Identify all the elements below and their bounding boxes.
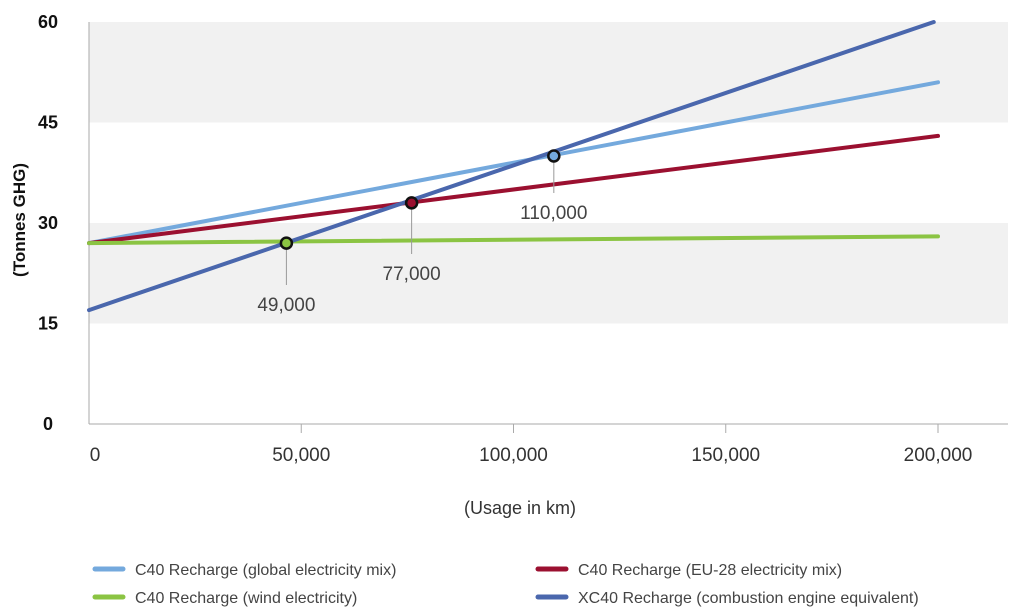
legend-label: C40 Recharge (wind electricity)	[135, 590, 357, 607]
x-tick-label: 100,000	[479, 445, 548, 466]
annotations: 49,000 77,000 110,000	[257, 149, 587, 316]
legend-label: C40 Recharge (global electricity mix)	[135, 562, 396, 579]
y-axis-label: (Tonnes GHG)	[10, 163, 29, 277]
axes	[88, 22, 1008, 425]
annotation-label: 110,000	[520, 203, 587, 224]
legend-label: XC40 Recharge (combustion engine equival…	[578, 590, 919, 607]
annotation-label: 77,000	[383, 264, 441, 285]
x-tick-label: 150,000	[691, 445, 760, 466]
x-tick-labels: 0 50,000 100,000 150,000 200,000	[90, 424, 973, 466]
intersection-marker	[279, 236, 294, 250]
x-tick-label: 200,000	[904, 445, 973, 466]
legend-label: C40 Recharge (EU-28 electricity mix)	[578, 562, 842, 579]
x-tick-label: 50,000	[272, 445, 330, 466]
grid-band-0	[89, 22, 1008, 123]
y-tick-label: 15	[38, 314, 58, 334]
series-lines	[87, 20, 940, 313]
background-bands	[89, 22, 1008, 324]
y-tick-label: 45	[38, 113, 58, 133]
series-line-2	[87, 234, 940, 246]
x-axis-label: (Usage in km)	[464, 498, 576, 518]
series-line-1	[87, 133, 940, 246]
y-tick-label: 60	[38, 12, 58, 32]
annotation-label: 49,000	[257, 295, 315, 316]
y-tick-labels: 0 15 30 45 60	[38, 12, 58, 434]
series-line-0	[87, 80, 940, 246]
y-tick-label: 0	[43, 414, 53, 434]
series-line-3	[87, 20, 936, 313]
x-tick-label: 0	[90, 445, 101, 466]
intersection-marker	[404, 196, 419, 210]
intersection-marker	[547, 149, 561, 163]
legend: C40 Recharge (global electricity mix) C40…	[92, 562, 919, 607]
y-tick-label: 30	[38, 213, 58, 233]
